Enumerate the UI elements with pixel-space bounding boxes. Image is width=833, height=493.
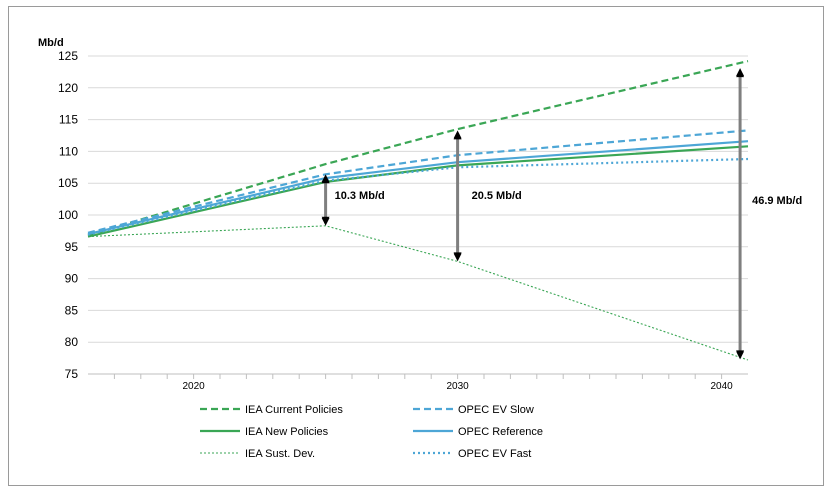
y-tick-label: 110 — [59, 144, 78, 158]
y-tick-label: 105 — [58, 176, 78, 190]
series-line-4 — [87, 140, 749, 236]
y-tick-label: 115 — [59, 113, 78, 127]
y-tick-label: 120 — [58, 81, 78, 95]
legend-label: IEA Sust. Dev. — [245, 448, 315, 460]
annotation-label: 10.3 Mb/d — [335, 190, 385, 202]
axes: 75 80 85 90 95 100 105 110 115 120 125 2020 2030 2040 — [58, 49, 748, 392]
y-tick-label: 90 — [65, 272, 79, 286]
arrowhead-down — [321, 216, 330, 224]
arrowhead-up — [453, 132, 462, 140]
annotation-label: 46.9 Mb/d — [752, 195, 802, 207]
y-tick-label: 100 — [58, 208, 78, 222]
arrowhead-down — [453, 252, 462, 260]
legend-label: OPEC EV Fast — [458, 448, 531, 460]
legend-label: OPEC Reference — [458, 426, 543, 438]
arrowhead-up — [321, 176, 330, 184]
x-tick-label: 2020 — [182, 381, 205, 392]
series-line-0 — [87, 60, 749, 237]
series-line-5 — [87, 157, 749, 236]
arrowhead-down — [736, 350, 745, 358]
x-tick-label: 2040 — [710, 381, 733, 392]
legend-label: OPEC EV Slow — [458, 404, 534, 416]
x-tick-label: 2030 — [446, 381, 469, 392]
annotation-label: 20.5 Mb/d — [472, 190, 522, 202]
legend-label: IEA New Policies — [245, 426, 329, 438]
arrowhead-up — [736, 70, 745, 78]
legend: IEA Current Policies OPEC EV Slow IEA New … — [200, 404, 543, 460]
chart-frame — [8, 6, 824, 486]
series-lines — [87, 60, 749, 361]
y-tick-label: 80 — [65, 335, 79, 349]
y-tick-label: 75 — [65, 367, 79, 381]
annotations: 10.3 Mb/d 20.5 Mb/d 46.9 Mb/d — [321, 68, 802, 360]
series-line-2 — [87, 225, 749, 361]
y-axis-label: Mb/d — [38, 37, 64, 49]
y-tick-label: 85 — [65, 303, 79, 317]
series-line-1 — [87, 145, 749, 238]
series-line-3 — [87, 129, 749, 234]
y-tick-label: 125 — [58, 49, 78, 63]
legend-label: IEA Current Policies — [245, 404, 343, 416]
y-tick-label: 95 — [65, 240, 79, 254]
